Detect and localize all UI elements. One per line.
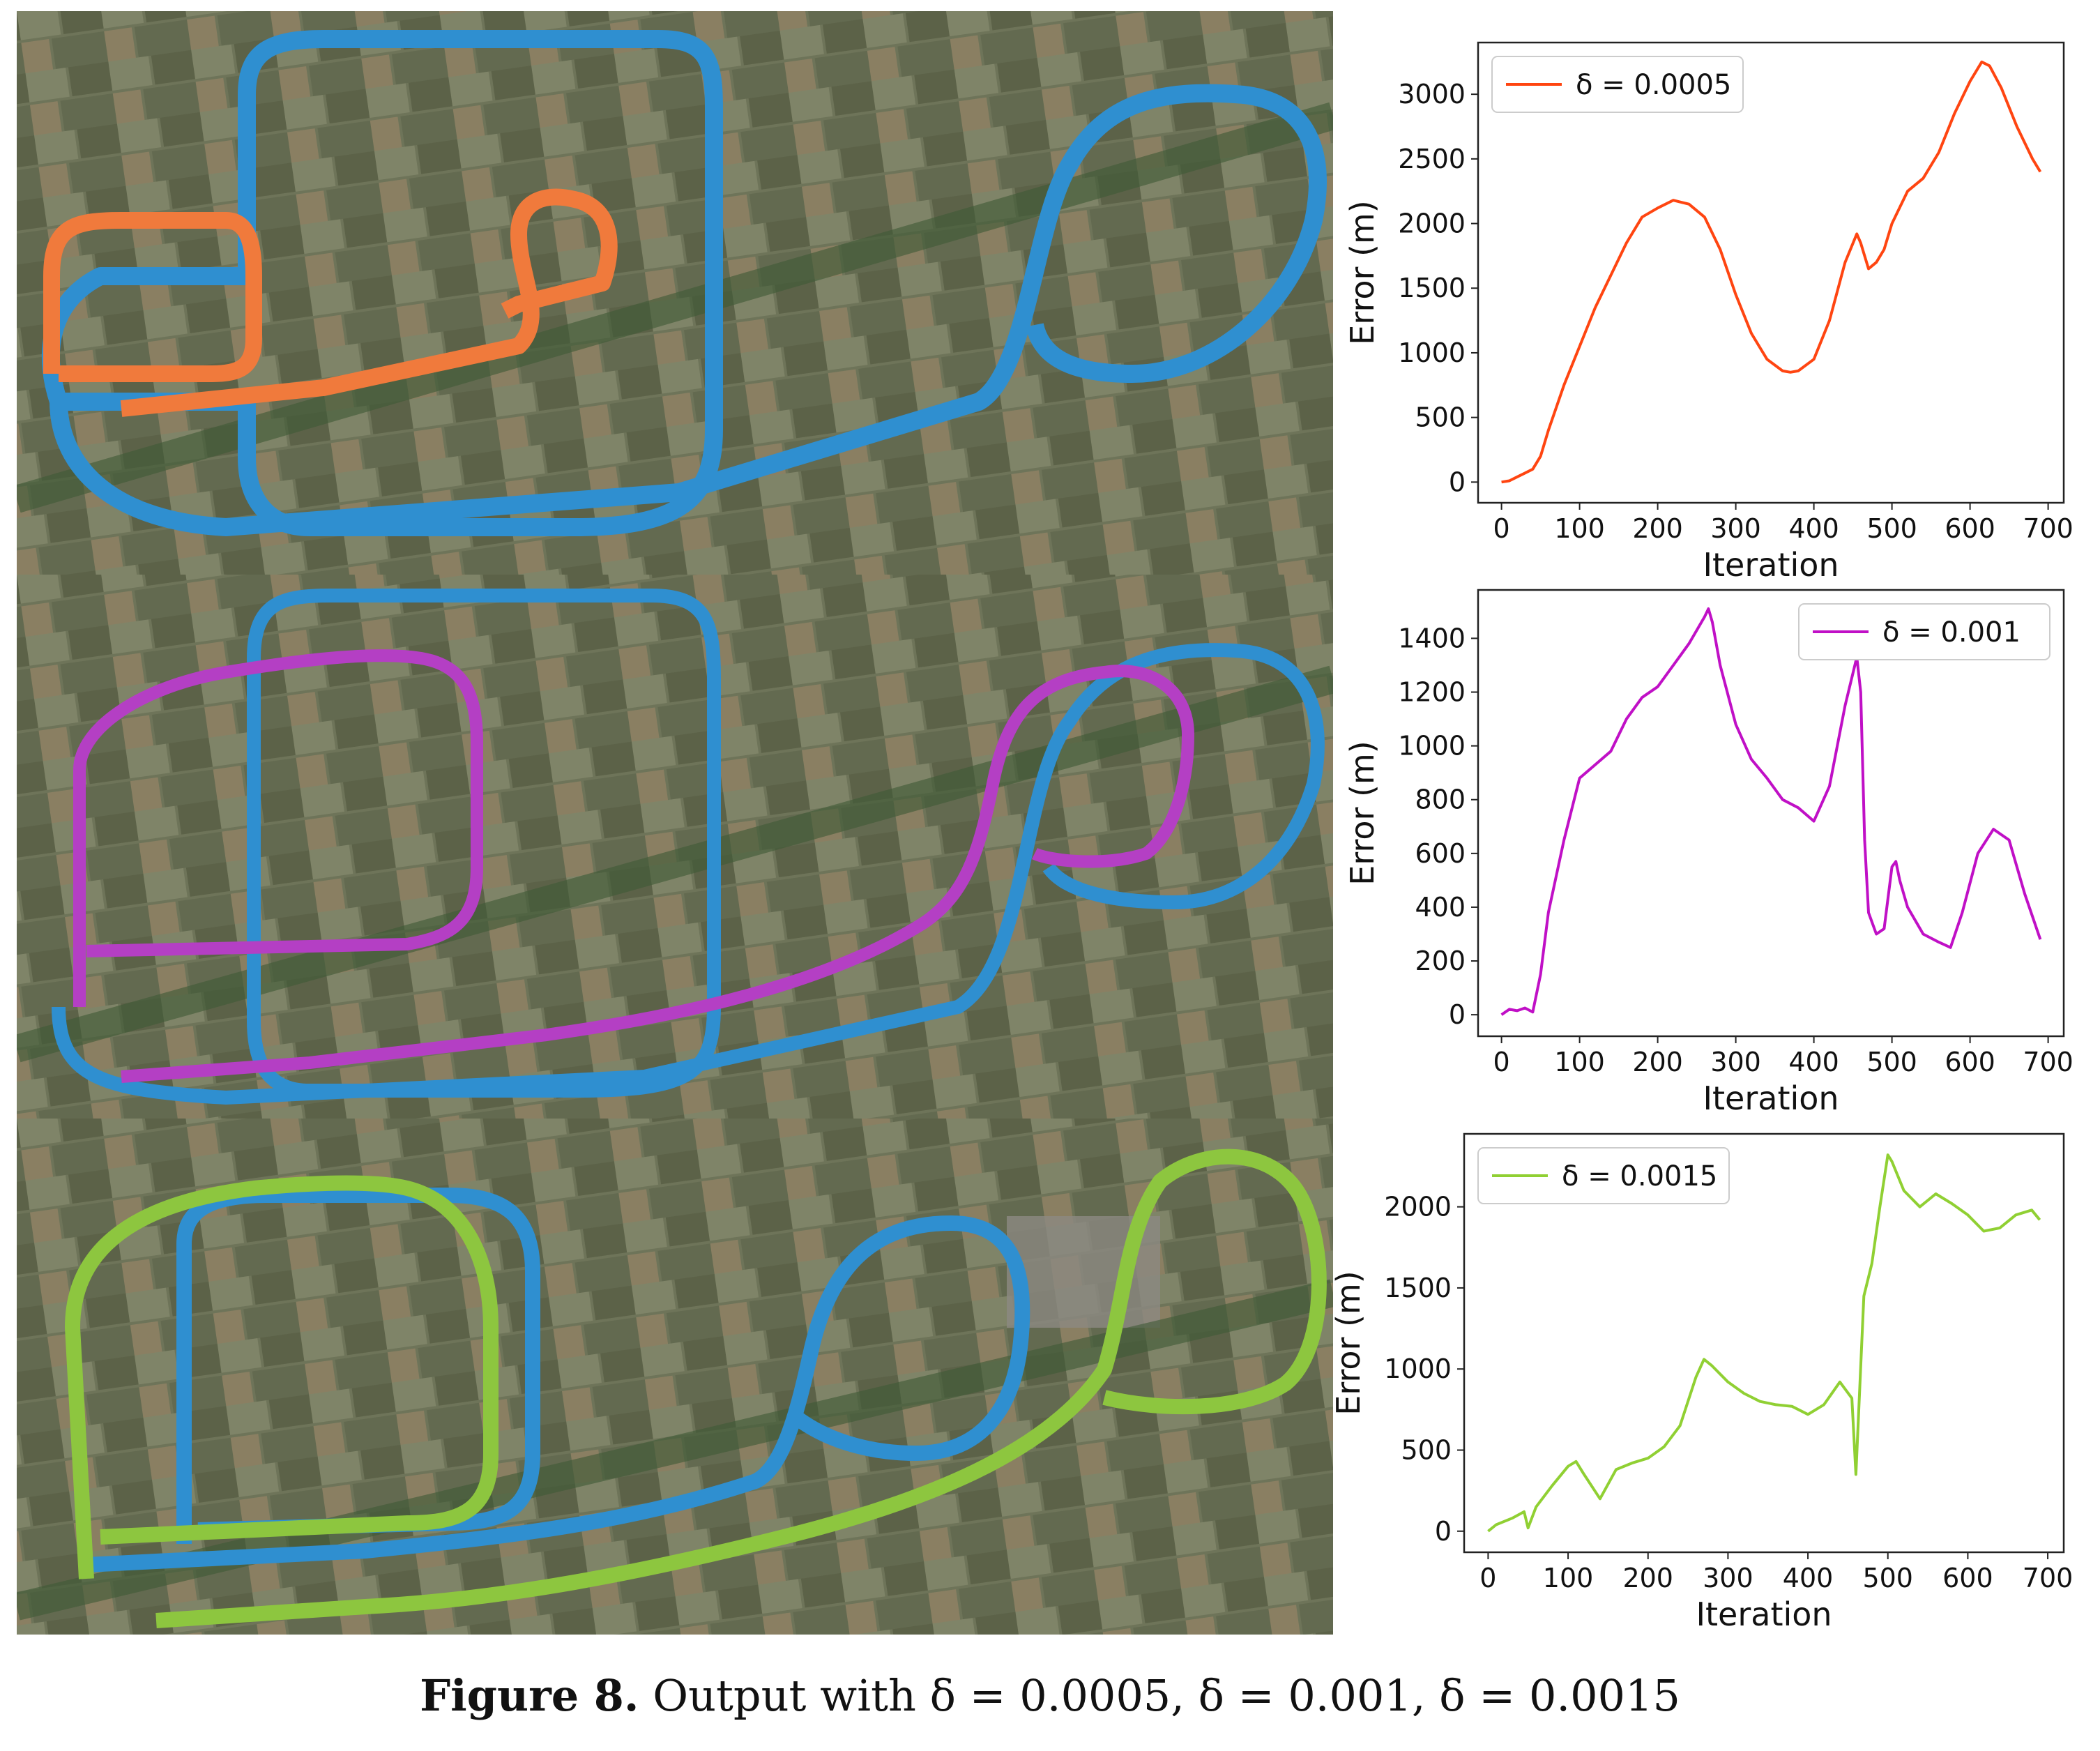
- y-tick-label: 400: [1415, 892, 1466, 923]
- series-line: [1501, 60, 2042, 484]
- legend-box: [1477, 1147, 1730, 1204]
- route-purple: [73, 649, 1194, 1083]
- y-tick-label: 2000: [1384, 1192, 1452, 1222]
- satellite-map-image: [17, 11, 1333, 575]
- x-tick-label: 400: [1788, 1047, 1839, 1077]
- y-axis-label: Error (m): [1344, 200, 1381, 344]
- error-chart-1: 0 100 200 300 400 500 600 700 0 500 1000 1500 2000 25…: [1339, 11, 2092, 584]
- y-tick-label: 3000: [1398, 79, 1466, 109]
- y-tick-label: 500: [1415, 402, 1466, 433]
- plot-frame: [1477, 589, 2065, 1038]
- x-tick-label: 200: [1632, 1047, 1683, 1077]
- x-tick-label: 300: [1703, 1563, 1753, 1593]
- error-chart-3: 0 100 200 300 400 500 600 700 0 500 1000 1500 2000 It…: [1330, 1120, 2092, 1650]
- x-tick-label: 300: [1710, 513, 1761, 544]
- y-tick-label: 1500: [1398, 273, 1466, 303]
- caption-text: Output with δ = 0.0005, δ = 0.001, δ = 0…: [653, 1670, 1680, 1721]
- y-tick-label: 2500: [1398, 144, 1466, 174]
- x-tick-label: 0: [1493, 513, 1510, 544]
- y-axis-label: Error (m): [1330, 1271, 1367, 1415]
- figure-caption: Figure 8. Output with δ = 0.0005, δ = 0.…: [0, 1670, 2100, 1721]
- satellite-map-image: [17, 575, 1333, 1119]
- legend-label: δ = 0.001: [1882, 616, 2021, 649]
- series-line: [1487, 1153, 2041, 1533]
- y-tick-label: 600: [1415, 838, 1466, 869]
- error-chart-2: 0 100 200 300 400 500 600 700 0 200 400 600 800 1000 1…: [1339, 576, 2092, 1120]
- y-tick-label: 0: [1449, 467, 1466, 497]
- y-tick-label: 1500: [1384, 1273, 1452, 1303]
- route-green: [65, 1149, 1327, 1628]
- satellite-map-image: [17, 1119, 1333, 1635]
- map-panel-3: [17, 1119, 1333, 1635]
- legend-box: [1491, 56, 1744, 113]
- x-tick-label: 500: [1866, 1047, 1917, 1077]
- x-axis-label: Iteration: [1703, 1079, 1839, 1117]
- route-blue: [41, 30, 1327, 536]
- y-tick-label: 200: [1415, 946, 1466, 976]
- y-tick-label: 0: [1435, 1516, 1452, 1547]
- map-panel-2: [17, 575, 1333, 1119]
- legend-label: δ = 0.0005: [1576, 69, 1731, 101]
- x-tick-label: 100: [1554, 513, 1605, 544]
- x-axis-label: Iteration: [1703, 546, 1839, 584]
- y-tick-label: 2000: [1398, 209, 1466, 239]
- x-tick-label: 100: [1554, 1047, 1605, 1077]
- x-tick-label: 200: [1632, 513, 1683, 544]
- y-tick-label: 1400: [1398, 623, 1466, 653]
- x-tick-label: 300: [1710, 1047, 1761, 1077]
- y-tick-label: 1200: [1398, 677, 1466, 708]
- x-tick-label: 600: [1945, 1047, 1995, 1077]
- series-line: [1500, 607, 2042, 1016]
- route-orange: [43, 188, 618, 417]
- x-tick-label: 400: [1788, 513, 1839, 544]
- y-tick-label: 500: [1401, 1434, 1452, 1465]
- x-tick-label: 600: [1945, 513, 1995, 544]
- x-tick-label: 100: [1543, 1563, 1594, 1593]
- map-panel-1: [17, 11, 1333, 575]
- x-tick-label: 500: [1866, 513, 1917, 544]
- x-tick-label: 200: [1622, 1563, 1673, 1593]
- legend-box: [1798, 603, 2050, 660]
- x-tick-label: 600: [1942, 1563, 1993, 1593]
- x-tick-label: 0: [1493, 1047, 1510, 1077]
- x-tick-label: 500: [1862, 1563, 1913, 1593]
- x-tick-label: 0: [1479, 1563, 1496, 1593]
- x-tick-label: 400: [1783, 1563, 1834, 1593]
- x-tick-label: 700: [2023, 1563, 2074, 1593]
- y-tick-label: 0: [1449, 999, 1466, 1030]
- legend-label: δ = 0.0015: [1562, 1160, 1717, 1192]
- plot-frame: [1477, 41, 2065, 504]
- y-tick-label: 1000: [1398, 338, 1466, 368]
- x-tick-label: 700: [2023, 1047, 2074, 1077]
- y-tick-label: 800: [1415, 784, 1466, 815]
- route-blue: [86, 1188, 1030, 1572]
- y-tick-label: 1000: [1398, 731, 1466, 761]
- y-tick-label: 1000: [1384, 1354, 1452, 1384]
- x-tick-label: 700: [2023, 513, 2074, 544]
- y-axis-label: Error (m): [1344, 741, 1381, 885]
- x-axis-label: Iteration: [1696, 1595, 1832, 1633]
- caption-label: Figure 8.: [420, 1670, 639, 1721]
